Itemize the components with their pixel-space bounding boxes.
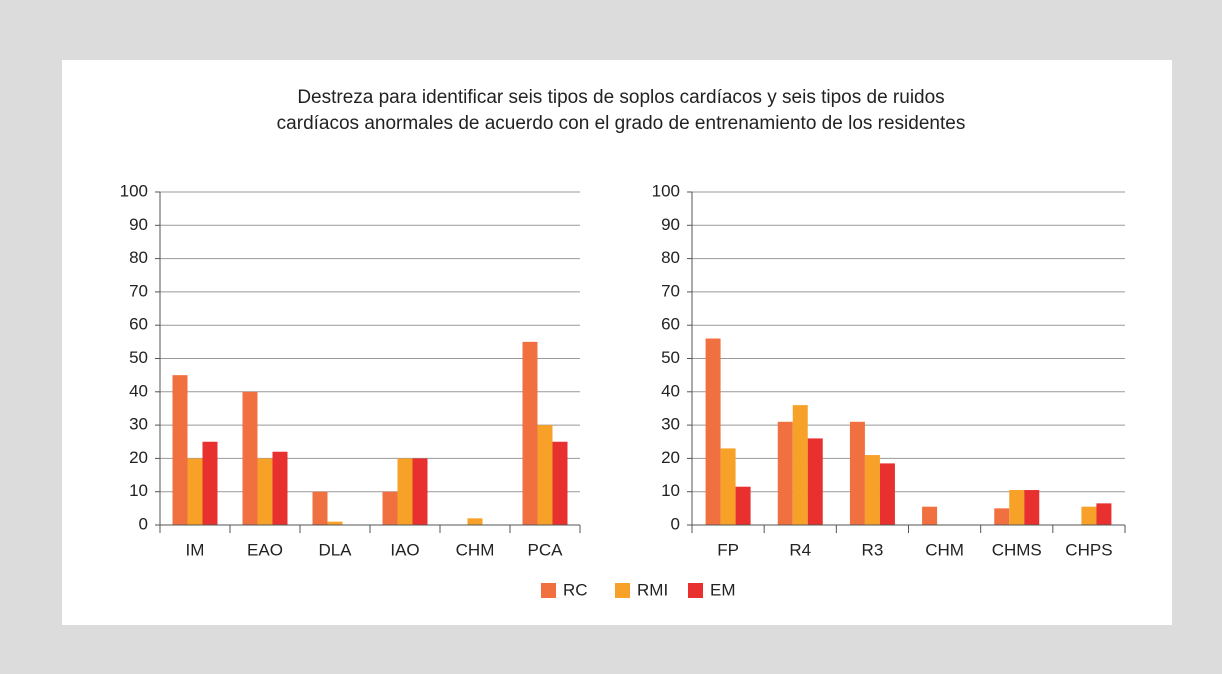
legend-label: RMI	[637, 580, 668, 599]
bar	[879, 463, 895, 525]
bar	[792, 405, 808, 525]
y-tick-label: 90	[661, 215, 680, 234]
y-tick-label: 0	[671, 514, 680, 533]
bar	[397, 458, 413, 525]
bar	[172, 375, 188, 525]
bar	[202, 441, 218, 525]
x-tick-label: IAO	[390, 540, 419, 559]
bar	[412, 458, 428, 525]
bar	[382, 491, 398, 525]
y-tick-label: 10	[129, 481, 148, 500]
y-tick-label: 20	[661, 448, 680, 467]
y-tick-label: 60	[661, 315, 680, 334]
x-tick-label: CHM	[456, 540, 495, 559]
legend-label: EM	[710, 580, 736, 599]
x-tick-label: FP	[717, 540, 739, 559]
y-tick-label: 100	[120, 181, 148, 200]
y-tick-label: 40	[661, 381, 680, 400]
chart-title: Destreza para identificar seis tipos de …	[297, 87, 944, 108]
bar	[777, 421, 793, 525]
bar	[327, 521, 343, 525]
x-tick-label: R4	[789, 540, 811, 559]
bar	[242, 391, 258, 525]
x-tick-label: CHM	[925, 540, 964, 559]
x-tick-label: R3	[862, 540, 884, 559]
bar	[187, 458, 203, 525]
legend-swatch	[615, 583, 630, 598]
y-tick-label: 40	[129, 381, 148, 400]
bar	[849, 421, 865, 525]
y-tick-label: 30	[129, 415, 148, 434]
chart-title: cardíacos anormales de acuerdo con el gr…	[277, 113, 966, 134]
bar	[994, 508, 1010, 525]
bar	[257, 458, 273, 525]
bar	[467, 518, 483, 525]
y-tick-label: 50	[661, 348, 680, 367]
bar	[922, 506, 938, 525]
y-tick-label: 50	[129, 348, 148, 367]
bar	[1096, 503, 1112, 525]
y-tick-label: 60	[129, 315, 148, 334]
bar	[552, 441, 568, 525]
x-tick-label: DLA	[318, 540, 352, 559]
y-tick-label: 10	[661, 481, 680, 500]
x-tick-label: CHPS	[1065, 540, 1112, 559]
bar	[537, 425, 553, 525]
x-tick-label: PCA	[528, 540, 564, 559]
bar	[720, 448, 736, 525]
bar	[522, 341, 538, 525]
bar	[807, 438, 823, 525]
y-tick-label: 100	[652, 181, 680, 200]
y-tick-label: 30	[661, 415, 680, 434]
y-tick-label: 80	[129, 248, 148, 267]
legend-swatch	[688, 583, 703, 598]
bar	[1009, 490, 1025, 525]
bar	[1081, 506, 1097, 525]
legend-label: RC	[563, 580, 588, 599]
y-tick-label: 80	[661, 248, 680, 267]
y-tick-label: 70	[661, 281, 680, 300]
y-tick-label: 0	[139, 514, 148, 533]
bar	[312, 491, 328, 525]
bar	[864, 455, 880, 525]
bar	[1024, 490, 1040, 525]
y-tick-label: 20	[129, 448, 148, 467]
bar	[735, 486, 751, 525]
y-tick-label: 90	[129, 215, 148, 234]
x-tick-label: IM	[186, 540, 205, 559]
legend-swatch	[541, 583, 556, 598]
x-tick-label: EAO	[247, 540, 283, 559]
bar	[705, 338, 721, 525]
y-tick-label: 70	[129, 281, 148, 300]
panel	[62, 60, 1172, 625]
x-tick-label: CHMS	[992, 540, 1042, 559]
bar	[272, 451, 288, 525]
